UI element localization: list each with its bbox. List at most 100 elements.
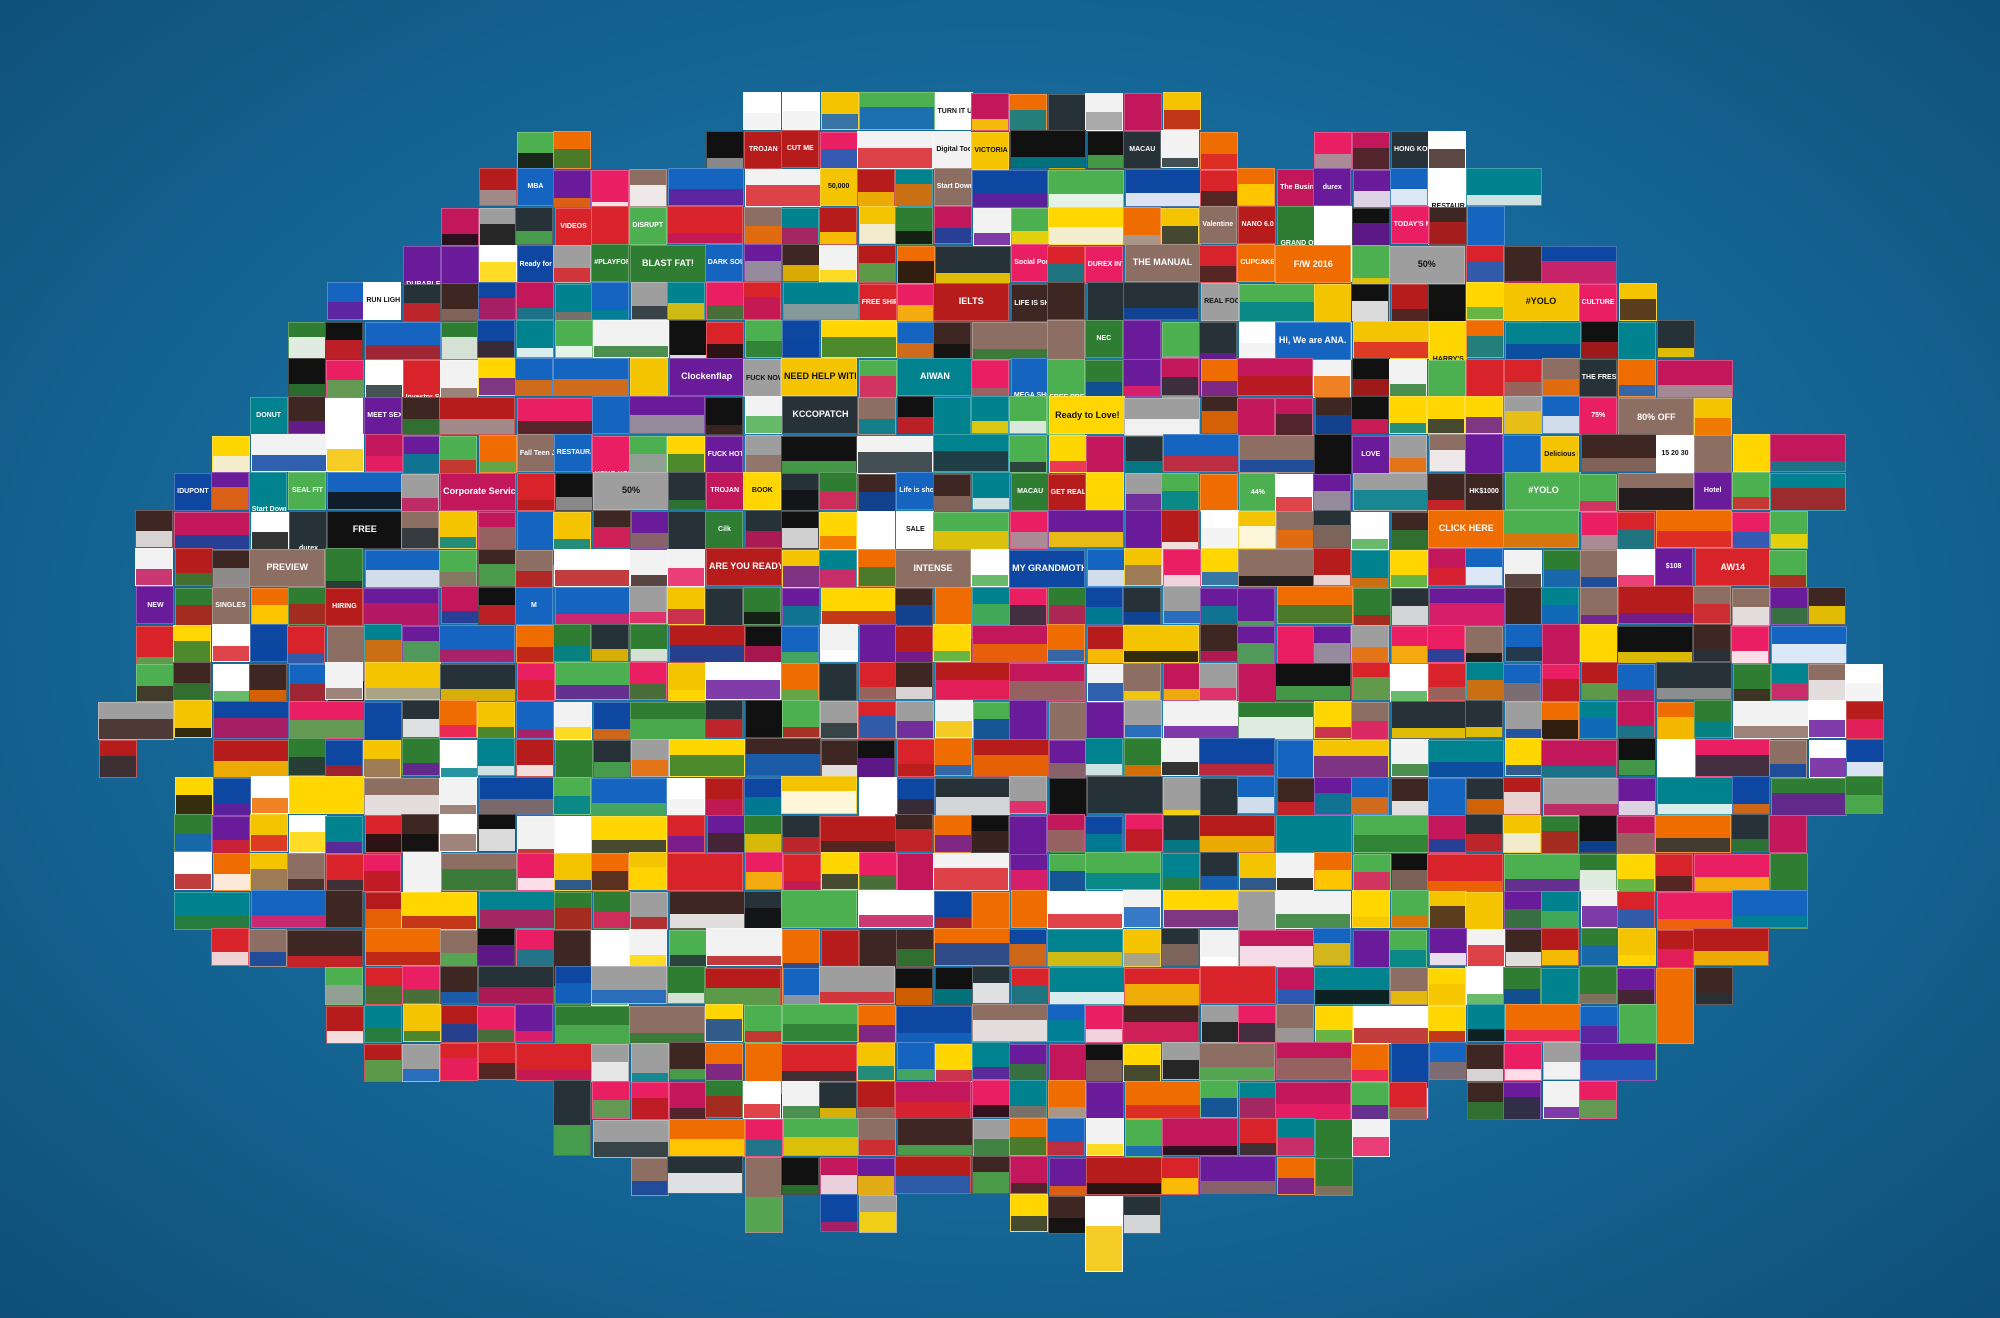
ad-thumbnail bbox=[1084, 1005, 1123, 1044]
ad-graphic bbox=[668, 608, 705, 624]
ad-graphic bbox=[1352, 379, 1389, 396]
ad-thumbnail bbox=[402, 1003, 441, 1042]
ad-thumbnail bbox=[1846, 739, 1885, 778]
ad-graphic bbox=[1010, 943, 1047, 966]
ad-graphic bbox=[819, 491, 856, 510]
ad-thumbnail bbox=[970, 549, 1009, 588]
ad-thumbnail: Clockenflap bbox=[668, 357, 745, 396]
ad-graphic bbox=[1582, 683, 1619, 700]
ad-graphic bbox=[327, 448, 364, 471]
ad-graphic bbox=[556, 614, 631, 625]
ad-graphic bbox=[669, 1139, 744, 1157]
ad-graphic bbox=[630, 184, 667, 206]
ad-thumbnail bbox=[1162, 1118, 1239, 1157]
ad-thumbnail: NEW bbox=[136, 586, 175, 625]
ad-thumbnail bbox=[250, 775, 289, 814]
ad-graphic bbox=[974, 755, 1049, 777]
ad-graphic bbox=[516, 379, 553, 395]
ad-graphic bbox=[1200, 956, 1237, 967]
ad-graphic bbox=[287, 955, 362, 967]
ad-thumbnail bbox=[1428, 662, 1467, 701]
ad-graphic bbox=[1202, 380, 1239, 396]
ad-headline: GET REAL bbox=[1050, 489, 1085, 497]
ad-thumbnail: RUN LIGHT. RUN LIGHT. bbox=[363, 281, 402, 320]
ad-graphic bbox=[1163, 840, 1200, 852]
ad-graphic bbox=[819, 231, 856, 244]
ad-thumbnail bbox=[251, 588, 290, 627]
ad-thumbnail bbox=[895, 1155, 972, 1194]
ad-graphic bbox=[1277, 763, 1314, 777]
ad-thumbnail bbox=[781, 207, 820, 246]
ad-graphic bbox=[670, 754, 745, 776]
ad-graphic bbox=[554, 907, 591, 929]
ad-thumbnail bbox=[364, 815, 403, 854]
ad-thumbnail bbox=[1503, 510, 1580, 549]
ad-thumbnail bbox=[1388, 929, 1427, 968]
ad-graphic bbox=[1620, 298, 1657, 320]
ad-headline: IDUPONT bbox=[177, 488, 209, 496]
ad-graphic bbox=[860, 106, 935, 129]
ad-graphic bbox=[1503, 462, 1540, 472]
ad-thumbnail bbox=[628, 586, 667, 625]
ad-thumbnail bbox=[783, 967, 822, 1006]
ad-graphic bbox=[553, 795, 590, 814]
ad-graphic bbox=[517, 949, 554, 967]
ad-graphic bbox=[819, 680, 856, 700]
ad-thumbnail bbox=[1694, 700, 1733, 739]
ad-thumbnail bbox=[1694, 738, 1771, 777]
ad-thumbnail bbox=[820, 740, 859, 779]
ad-graphic bbox=[898, 260, 935, 283]
ad-graphic bbox=[706, 1064, 743, 1081]
ad-graphic bbox=[1048, 914, 1123, 929]
ad-graphic bbox=[440, 1058, 477, 1081]
ad-graphic bbox=[402, 419, 439, 435]
ad-graphic bbox=[1086, 833, 1123, 853]
ad-graphic bbox=[403, 1068, 440, 1081]
ad-headline: Digital Tools Catalog bbox=[936, 146, 970, 154]
ad-thumbnail bbox=[896, 1042, 935, 1081]
ad-graphic bbox=[1733, 496, 1770, 509]
ad-thumbnail bbox=[249, 664, 288, 702]
ad-thumbnail bbox=[590, 966, 667, 1005]
ad-graphic bbox=[440, 688, 515, 701]
ad-graphic bbox=[1769, 764, 1806, 778]
ad-graphic bbox=[1503, 682, 1540, 701]
ad-graphic bbox=[819, 1107, 856, 1119]
ad-graphic bbox=[1123, 235, 1160, 245]
ad-graphic bbox=[1543, 569, 1580, 588]
ad-graphic bbox=[1733, 451, 1770, 472]
ad-thumbnail bbox=[932, 322, 971, 361]
ad-thumbnail bbox=[972, 321, 1049, 360]
ad-headline: $108 bbox=[1665, 563, 1682, 571]
ad-headline: AIWAN bbox=[919, 371, 950, 382]
ad-thumbnail bbox=[818, 206, 857, 245]
ad-thumbnail bbox=[1201, 358, 1240, 397]
ad-thumbnail bbox=[1275, 1003, 1314, 1042]
ad-thumbnail bbox=[552, 623, 591, 662]
ad-graphic bbox=[402, 763, 439, 776]
ad-thumbnail bbox=[1008, 1043, 1047, 1082]
ad-thumbnail bbox=[363, 1043, 402, 1082]
ad-graphic bbox=[1845, 682, 1882, 701]
ad-thumbnail bbox=[288, 322, 327, 361]
ad-thumbnail bbox=[972, 1155, 1011, 1194]
ad-thumbnail bbox=[1390, 889, 1429, 928]
ad-graphic bbox=[897, 948, 934, 966]
ad-graphic bbox=[555, 727, 592, 740]
ad-thumbnail bbox=[1619, 282, 1658, 321]
ad-thumbnail bbox=[1505, 929, 1544, 968]
ad-thumbnail bbox=[971, 1041, 1010, 1080]
ad-thumbnail: Hi, We are ANA. bbox=[1274, 322, 1351, 361]
ad-graphic bbox=[1123, 308, 1198, 320]
ad-thumbnail bbox=[478, 245, 517, 284]
ad-graphic bbox=[821, 840, 896, 853]
ad-thumbnail bbox=[858, 205, 897, 244]
ad-graphic bbox=[327, 880, 364, 892]
ad-thumbnail bbox=[1656, 777, 1733, 816]
ad-thumbnail bbox=[973, 739, 1050, 778]
ad-thumbnail bbox=[326, 471, 403, 510]
ad-thumbnail bbox=[365, 550, 442, 589]
ad-thumbnail bbox=[401, 813, 440, 852]
ad-graphic bbox=[972, 1020, 1047, 1042]
ad-thumbnail bbox=[818, 1081, 857, 1120]
